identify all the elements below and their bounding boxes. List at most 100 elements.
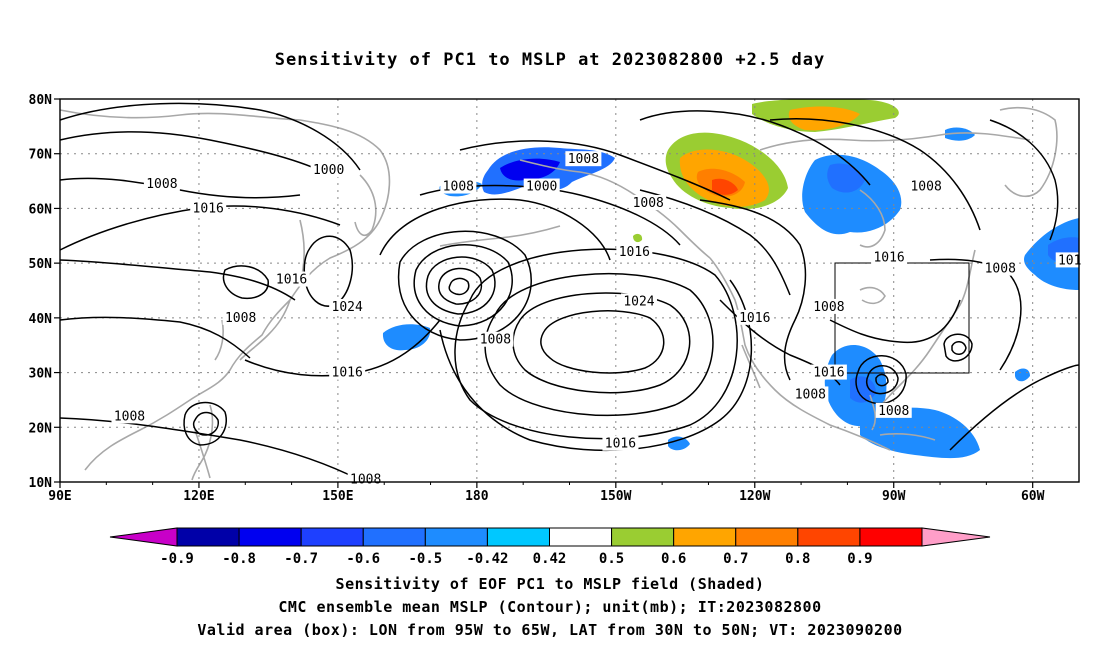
coast-japan [239, 299, 291, 361]
mslp-contours [59, 102, 1080, 481]
contour-label: 1008 [633, 196, 664, 211]
footer-line-2: CMC ensemble mean MSLP (Contour); unit(m… [278, 598, 822, 616]
lat-tick-label: 50N [29, 257, 53, 272]
contour-label-bg [440, 178, 477, 194]
colorbar-swatch [735, 527, 799, 547]
contour-1008-gulf [829, 299, 961, 344]
contour-low-sc [192, 411, 219, 436]
lat-tick-label: 30N [29, 367, 53, 382]
contour-atl-low-1 [951, 341, 967, 355]
pos-patch-small-green [633, 233, 643, 243]
contour-high-1 [540, 310, 665, 374]
contour-label: 1000 [526, 180, 557, 195]
coast-korea [214, 319, 224, 361]
colorbar-tick-label: 0.9 [847, 551, 872, 567]
contour-label: 1024 [332, 300, 363, 315]
colorbar-tick-label: -0.8 [222, 551, 256, 567]
contour-label-bg [875, 402, 912, 418]
coast-na-north [759, 132, 1031, 151]
contour-label: 1016 [619, 245, 650, 260]
contour-label-bg [982, 260, 1019, 276]
contour-labels: 1000 1008 1016 1008 1008 1000 1008 1008 1016 1008… [111, 151, 1084, 487]
contour-label-bg [329, 298, 366, 314]
contour-gulf-1 [875, 373, 889, 387]
coast-hudson [859, 189, 886, 248]
colorbar-swatch [486, 527, 550, 547]
figure-title: Sensitivity of PC1 to MSLP at 2023082800… [274, 50, 826, 70]
coast-taiwan-phil [191, 404, 214, 481]
lat-tick-label: 20N [29, 421, 53, 436]
contour-label-bg [908, 178, 945, 194]
contour-label-bg [310, 162, 347, 178]
pos-patch-alaska-peak [712, 178, 738, 195]
contour-label: 1016 [276, 273, 307, 288]
contour-al-north [459, 140, 731, 201]
contour-label: 1008 [910, 180, 941, 195]
contour-gulf-2 [865, 365, 899, 395]
contour-atl-east [989, 119, 1059, 241]
colorbar-tick-label: -0.6 [346, 551, 380, 567]
lon-tick-label: 90W [882, 489, 906, 504]
contour-label: 1016 [873, 251, 904, 266]
lon-tick-label: 150E [322, 489, 353, 504]
coast-asia-north [59, 109, 391, 221]
colorbar-swatch [549, 527, 613, 547]
colorbar-swatch [238, 527, 302, 547]
contour-label: 1016 [193, 201, 224, 216]
contour-label-bg [792, 386, 829, 402]
contour-label-bg [810, 298, 847, 314]
contour-label: 1008 [985, 262, 1016, 277]
contour-1000-al [379, 198, 611, 261]
contour-label: 1008 [813, 300, 844, 315]
colorbar-tick-label: 0.5 [599, 551, 624, 567]
contour-label-bg [111, 408, 148, 424]
colorbar-swatch [300, 527, 364, 547]
coast-na-east [874, 249, 976, 416]
lat-tick-label: 60N [29, 202, 53, 217]
contour-high-4 [454, 248, 738, 440]
coast-great-lakes [859, 286, 886, 305]
coast-greenland [999, 106, 1058, 198]
contour-label-bg [190, 200, 227, 216]
contour-1008-na [639, 189, 791, 296]
coast-philippines [194, 429, 211, 479]
colorbar-tick-label: -0.9 [160, 551, 194, 567]
contour-asia-1008 [59, 316, 251, 359]
lat-tick-label: 70N [29, 148, 53, 163]
contour-label-bg [222, 309, 259, 325]
colorbar-tick-label: -0.7 [284, 551, 318, 567]
contour-atl-south [949, 364, 1080, 451]
contour-label: 1008 [225, 311, 256, 326]
colorbar-swatch [611, 527, 675, 547]
contour-1008-sib [59, 177, 301, 199]
contour-arctic-2 [59, 130, 331, 176]
coast-kamchatka [354, 174, 377, 237]
lon-tick-label: 120E [183, 489, 214, 504]
contour-label-bg [1055, 252, 1084, 268]
contour-label: 1008 [568, 152, 599, 167]
contour-na-north [639, 110, 871, 186]
lon-tick-label: 60W [1021, 489, 1045, 504]
contour-label-bg [630, 194, 667, 210]
contour-1008-south [59, 417, 361, 481]
contour-label: 1008 [114, 409, 145, 424]
coast-baja [741, 344, 761, 389]
footer-line-1: Sensitivity of EOF PC1 to MSLP field (Sh… [335, 575, 765, 593]
lon-tick-label: 150W [600, 489, 631, 504]
contour-label: 1008 [795, 387, 826, 402]
contour-label-bg [602, 435, 639, 451]
colorbar-tick-label: 0.6 [661, 551, 686, 567]
contour-na-north-2 [769, 118, 981, 231]
contour-label: 1016 [332, 366, 363, 381]
neg-patch-aleutian-w [382, 324, 431, 351]
contour-label: 1008 [146, 177, 177, 192]
lon-tick-label: 120W [739, 489, 770, 504]
colorbar: -0.9 -0.8 -0.7 -0.6 -0.5 -0.42 0.42 0.5 0.6 0.7 0.… [109, 527, 991, 567]
neg-patch-canada-core [827, 163, 865, 193]
contour-label-bg [329, 364, 366, 380]
neg-patch-bering-core [500, 158, 560, 181]
contour-arctic-1 [59, 102, 361, 171]
lat-tick-label: 10N [29, 476, 53, 491]
